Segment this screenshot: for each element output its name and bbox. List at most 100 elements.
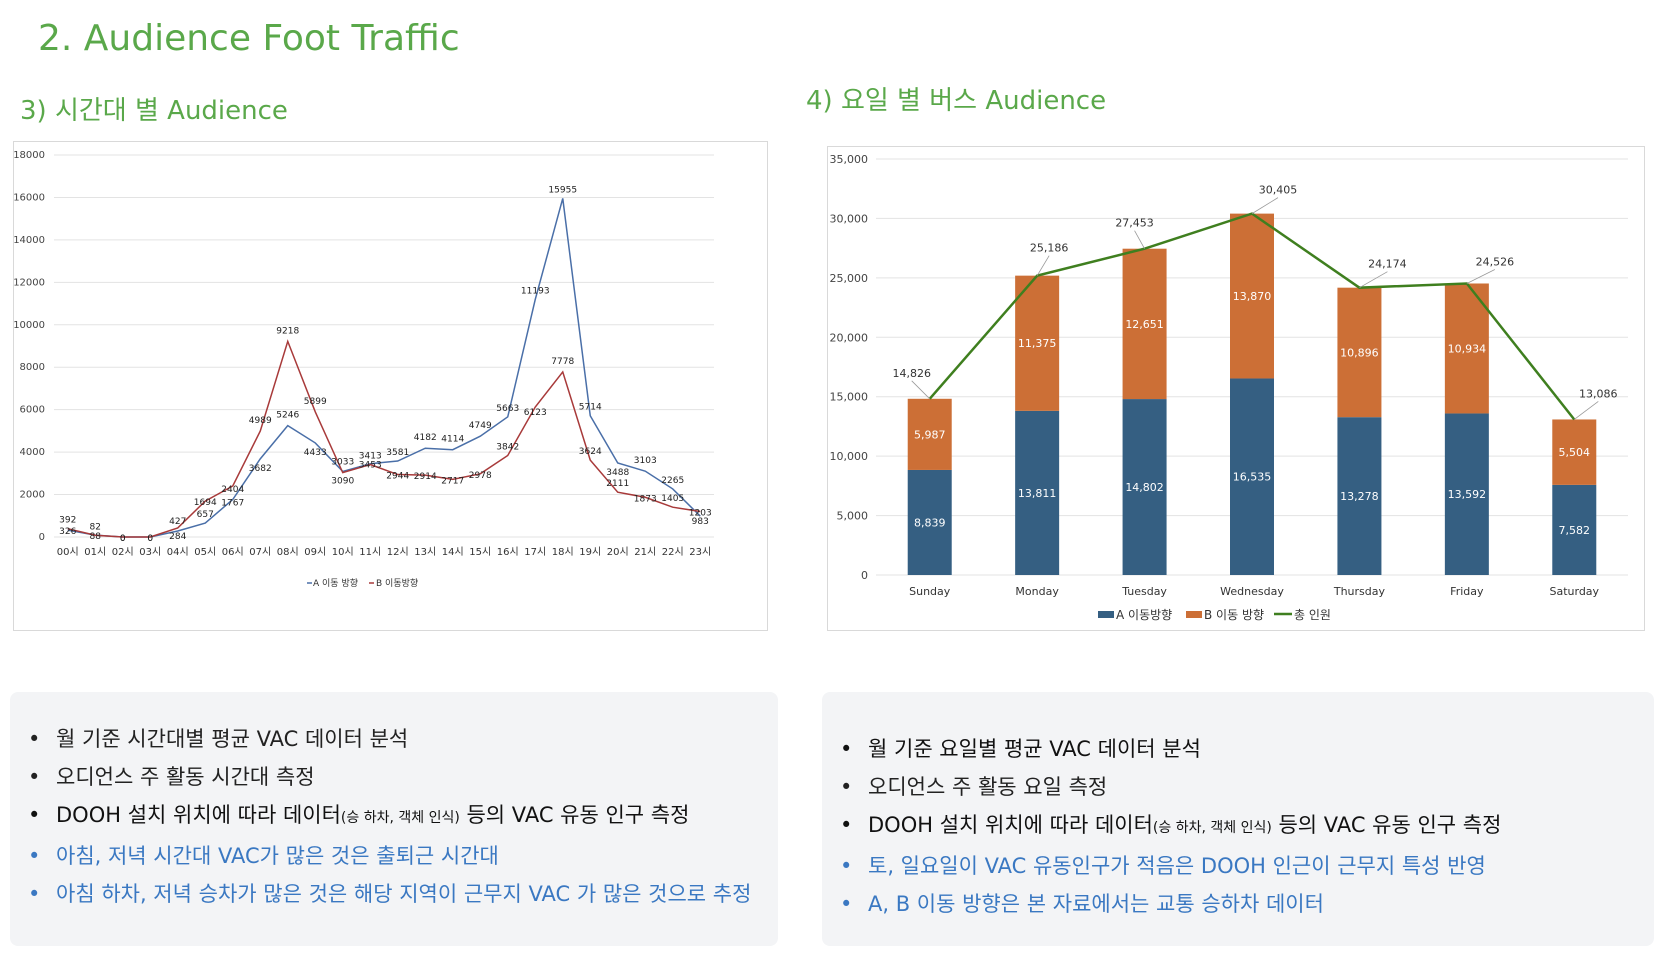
bar-b bbox=[1552, 419, 1597, 485]
y-tick-label: 20,000 bbox=[830, 331, 869, 344]
data-label: 3842 bbox=[496, 442, 519, 452]
bar-b-label: 5,987 bbox=[914, 428, 946, 441]
bar-b bbox=[1337, 287, 1382, 418]
x-tick-label: 04시 bbox=[167, 546, 189, 558]
y-tick-label: 25,000 bbox=[830, 272, 869, 285]
total-label: 27,453 bbox=[1115, 217, 1154, 230]
total-label: 25,186 bbox=[1030, 242, 1069, 255]
data-label: 4749 bbox=[469, 421, 492, 431]
bar-b bbox=[1444, 283, 1489, 414]
bar-a-label: 16,535 bbox=[1233, 471, 1272, 484]
y-tick-label: 2000 bbox=[20, 490, 45, 501]
y-tick-label: 12000 bbox=[14, 277, 45, 288]
data-label: 2717 bbox=[441, 476, 464, 486]
data-label: 427 bbox=[169, 517, 186, 527]
bar-a bbox=[1122, 399, 1167, 575]
data-label: 3413 bbox=[359, 452, 382, 462]
note-text: DOOH 설치 위치에 따라 데이터 bbox=[868, 813, 1153, 837]
legend: A 이동방향 B 이동 방향 총 인원 bbox=[1098, 608, 1331, 622]
x-tick-label: Friday bbox=[1450, 585, 1484, 598]
data-label: 284 bbox=[169, 532, 186, 542]
data-label: 4989 bbox=[249, 416, 272, 426]
bar-b-label: 11,375 bbox=[1018, 337, 1057, 350]
data-label: 82 bbox=[90, 522, 101, 532]
section-title-weekday: 4) 요일 별 버스 Audience bbox=[806, 86, 1107, 116]
y-tick-label: 0 bbox=[39, 532, 45, 543]
bullet-icon: • bbox=[28, 803, 41, 827]
bullet-icon: • bbox=[840, 892, 853, 916]
y-tick-label: 15,000 bbox=[830, 391, 869, 404]
bar-a bbox=[1337, 417, 1382, 575]
x-tick-label: 19시 bbox=[579, 546, 601, 558]
x-tick-label: 23시 bbox=[689, 546, 711, 558]
x-tick-label: 06시 bbox=[222, 546, 244, 558]
data-label: 1873 bbox=[634, 494, 657, 504]
note-item: • 아침, 저녁 시간대 VAC가 많은 것은 출퇴근 시간대 bbox=[10, 837, 778, 875]
x-tick-label: 10시 bbox=[332, 546, 354, 558]
data-label: 11193 bbox=[521, 286, 550, 296]
bar-b-label: 12,651 bbox=[1125, 318, 1164, 331]
weekday-notes-panel: • 월 기준 요일별 평균 VAC 데이터 분석 • 오디언스 주 활동 요일 측정… bbox=[822, 692, 1654, 946]
note-item: • DOOH 설치 위치에 따라 데이터(승 하차, 객체 인식) 등의 VAC … bbox=[10, 796, 778, 837]
x-tick-label: 05시 bbox=[194, 546, 216, 558]
note-text: A, B 이동 방향은 본 자료에서는 교통 승하차 데이터 bbox=[868, 892, 1324, 916]
data-label: 2978 bbox=[469, 471, 492, 481]
y-tick-label: 10000 bbox=[14, 320, 45, 331]
data-label: 2111 bbox=[606, 479, 629, 489]
y-tick-label: 4000 bbox=[20, 447, 45, 458]
y-tick-label: 6000 bbox=[20, 405, 45, 416]
y-tick-label: 18000 bbox=[14, 150, 45, 161]
y-tick-label: 5,000 bbox=[837, 510, 869, 523]
bar-a bbox=[907, 469, 952, 575]
data-label: 983 bbox=[692, 517, 709, 527]
data-label: 3682 bbox=[249, 464, 272, 474]
bar-b-label: 10,934 bbox=[1448, 342, 1487, 355]
label-leader bbox=[1036, 255, 1050, 276]
data-label: 2914 bbox=[414, 472, 437, 482]
note-item: • 오디언스 주 활동 시간대 측정 bbox=[10, 758, 778, 796]
legend: A 이동 방향 B 이동방향 bbox=[307, 577, 418, 589]
series-line bbox=[67, 198, 701, 538]
x-tick-label: 13시 bbox=[414, 546, 436, 558]
data-label: 0 bbox=[147, 534, 153, 544]
note-item: • 아침 하차, 저녁 승차가 많은 것은 해당 지역이 근무지 VAC 가 많은… bbox=[10, 875, 778, 913]
data-label: 7778 bbox=[551, 357, 574, 367]
note-text: 아침 하차, 저녁 승차가 많은 것은 해당 지역이 근무지 VAC 가 많은 … bbox=[56, 882, 752, 906]
note-text: 월 기준 요일별 평균 VAC 데이터 분석 bbox=[868, 737, 1201, 761]
bar-b bbox=[1015, 275, 1060, 411]
legend-swatch bbox=[1098, 611, 1114, 618]
hourly-line-chart: 0 2000 4000 6000 8000 10000 12000 14000 16000 180… bbox=[13, 150, 714, 589]
y-tick-label: 14000 bbox=[14, 235, 45, 246]
data-label: 2404 bbox=[221, 485, 244, 495]
x-tick-label: 11시 bbox=[359, 546, 381, 558]
x-tick-label: Saturday bbox=[1549, 585, 1599, 598]
x-tick-label: 17시 bbox=[524, 546, 546, 558]
bullet-icon: • bbox=[840, 813, 853, 837]
x-tick-label: 14시 bbox=[442, 546, 464, 558]
label-leader bbox=[1134, 230, 1145, 249]
x-tick-label: 09시 bbox=[304, 546, 326, 558]
data-label: 2265 bbox=[661, 476, 684, 486]
legend-label: B 이동 방향 bbox=[1204, 608, 1264, 622]
bar-b-label: 5,504 bbox=[1559, 446, 1591, 459]
bar-a bbox=[1552, 484, 1597, 575]
label-leader bbox=[911, 380, 930, 400]
series-line bbox=[67, 339, 701, 538]
note-text: 아침, 저녁 시간대 VAC가 많은 것은 출퇴근 시간대 bbox=[56, 844, 499, 868]
weekday-notes-list: • 월 기준 요일별 평균 VAC 데이터 분석 • 오디언스 주 활동 요일 측정… bbox=[822, 692, 1654, 923]
data-label: 15955 bbox=[548, 185, 577, 195]
x-tick-label: 16시 bbox=[497, 546, 519, 558]
note-text: 토, 일요일이 VAC 유동인구가 적음은 DOOH 인근이 근무지 특성 반영 bbox=[868, 854, 1486, 878]
data-label: 1694 bbox=[194, 498, 217, 508]
bullet-icon: • bbox=[28, 727, 41, 751]
legend-label: A 이동방향 bbox=[1116, 608, 1172, 622]
total-label: 24,526 bbox=[1476, 255, 1515, 268]
bullet-icon: • bbox=[28, 765, 41, 789]
data-label: 6123 bbox=[524, 408, 547, 418]
x-tick-label: 20시 bbox=[607, 546, 629, 558]
total-label: 24,174 bbox=[1368, 258, 1407, 271]
data-label: 1203 bbox=[689, 508, 712, 518]
weekday-chart-panel: 0 5,000 10,000 15,000 20,000 25,000 30,000 35,0… bbox=[827, 146, 1645, 631]
y-tick-label: 35,000 bbox=[830, 153, 869, 166]
note-text: 등의 VAC 유동 인구 측정 bbox=[459, 803, 690, 827]
